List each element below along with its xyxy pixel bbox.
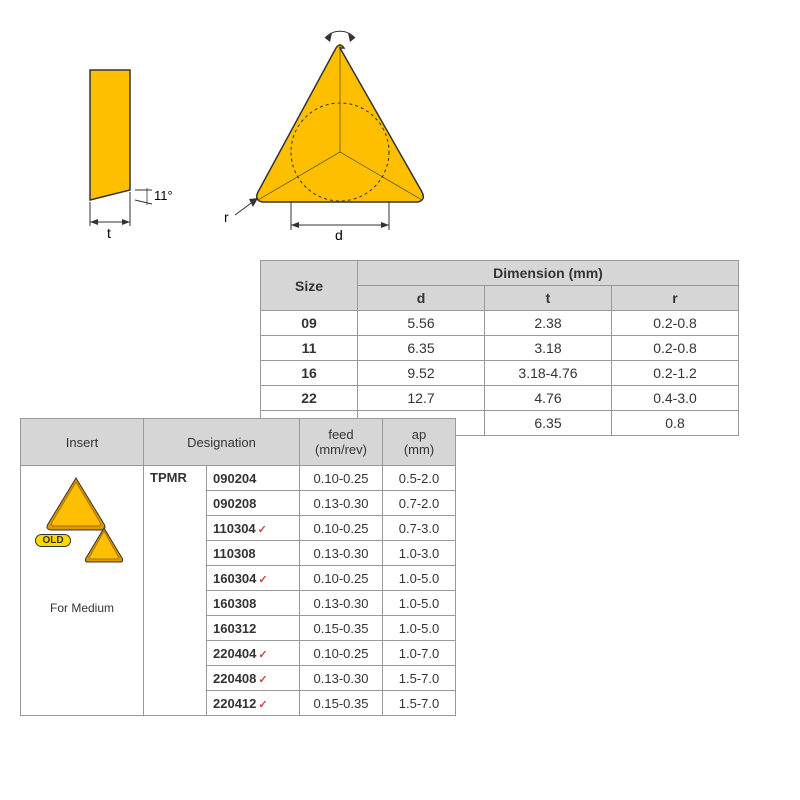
t-cell: 3.18-4.76	[485, 361, 612, 386]
ap-cell: 1.0-5.0	[383, 591, 456, 616]
feed-header: feed (mm/rev)	[300, 419, 383, 466]
insert-table-row: OLDFor MediumTPMR0902040.10-0.250.5-2.0	[21, 466, 456, 491]
angle-side-label: 11°	[154, 188, 173, 203]
t-label: t	[107, 225, 111, 241]
designation-cell: 220408✓	[207, 666, 300, 691]
type-code-cell: TPMR	[144, 466, 207, 716]
r-cell: 0.2-0.8	[612, 336, 739, 361]
d-cell: 5.56	[358, 311, 485, 336]
r-cell: 0.2-1.2	[612, 361, 739, 386]
d-label: d	[335, 227, 343, 243]
designation-cell: 220404✓	[207, 641, 300, 666]
designation-cell: 160304✓	[207, 566, 300, 591]
size-table-row: 095.562.380.2-0.8	[261, 311, 739, 336]
side-profile-shape	[90, 70, 130, 200]
t-cell: 3.18	[485, 336, 612, 361]
feed-cell: 0.13-0.30	[300, 591, 383, 616]
insert-header: Insert	[21, 419, 144, 466]
size-dimension-table: Size Dimension (mm) d t r 095.562.380.2-…	[260, 260, 739, 436]
old-badge: OLD	[35, 534, 70, 547]
insert-designation-table: Insert Designation feed (mm/rev) ap (mm)…	[20, 418, 456, 716]
technical-diagrams: 11° t 60° r	[70, 30, 470, 240]
designation-cell: 160308	[207, 591, 300, 616]
d-header: d	[358, 286, 485, 311]
checkmark-icon: ✓	[258, 574, 267, 586]
designation-cell: 110304✓	[207, 516, 300, 541]
size-table-row: 2212.74.760.4-3.0	[261, 386, 739, 411]
r-label: r	[224, 209, 229, 225]
ap-cell: 1.0-5.0	[383, 616, 456, 641]
d-cell: 6.35	[358, 336, 485, 361]
feed-cell: 0.10-0.25	[300, 516, 383, 541]
ap-cell: 0.7-2.0	[383, 491, 456, 516]
size-table-row: 116.353.180.2-0.8	[261, 336, 739, 361]
d-cell: 9.52	[358, 361, 485, 386]
checkmark-icon: ✓	[258, 649, 267, 661]
size-table-row: 169.523.18-4.760.2-1.2	[261, 361, 739, 386]
feed-cell: 0.13-0.30	[300, 541, 383, 566]
size-header: Size	[261, 261, 358, 311]
d-cell: 12.7	[358, 386, 485, 411]
size-cell: 16	[261, 361, 358, 386]
feed-cell: 0.10-0.25	[300, 466, 383, 491]
r-cell: 0.4-3.0	[612, 386, 739, 411]
angle-top-label: 60°	[328, 30, 348, 31]
ap-cell: 1.0-3.0	[383, 541, 456, 566]
t-cell: 4.76	[485, 386, 612, 411]
feed-cell: 0.15-0.35	[300, 616, 383, 641]
designation-cell: 090208	[207, 491, 300, 516]
r-cell: 0.2-0.8	[612, 311, 739, 336]
ap-cell: 1.5-7.0	[383, 666, 456, 691]
t-header: t	[485, 286, 612, 311]
feed-cell: 0.10-0.25	[300, 641, 383, 666]
r-cell: 0.8	[612, 411, 739, 436]
size-cell: 11	[261, 336, 358, 361]
insert-icon-cell: OLD For Medium	[21, 466, 144, 716]
feed-cell: 0.10-0.25	[300, 566, 383, 591]
designation-cell: 160312	[207, 616, 300, 641]
feed-cell: 0.13-0.30	[300, 666, 383, 691]
ap-cell: 0.5-2.0	[383, 466, 456, 491]
designation-cell: 110308	[207, 541, 300, 566]
designation-cell: 090204	[207, 466, 300, 491]
checkmark-icon: ✓	[258, 524, 267, 536]
size-cell: 22	[261, 386, 358, 411]
ap-header: ap (mm)	[383, 419, 456, 466]
usage-label: For Medium	[27, 601, 137, 615]
feed-cell: 0.15-0.35	[300, 691, 383, 716]
designation-cell: 220412✓	[207, 691, 300, 716]
diagram-svg: 11° t 60° r	[70, 30, 470, 250]
designation-header: Designation	[144, 419, 300, 466]
ap-cell: 1.0-5.0	[383, 566, 456, 591]
ap-cell: 0.7-3.0	[383, 516, 456, 541]
t-cell: 6.35	[485, 411, 612, 436]
checkmark-icon: ✓	[258, 674, 267, 686]
r-header: r	[612, 286, 739, 311]
t-cell: 2.38	[485, 311, 612, 336]
ap-cell: 1.5-7.0	[383, 691, 456, 716]
size-cell: 09	[261, 311, 358, 336]
insert-icons	[32, 468, 132, 578]
feed-cell: 0.13-0.30	[300, 491, 383, 516]
ap-cell: 1.0-7.0	[383, 641, 456, 666]
dimension-header: Dimension (mm)	[358, 261, 739, 286]
checkmark-icon: ✓	[258, 699, 267, 711]
